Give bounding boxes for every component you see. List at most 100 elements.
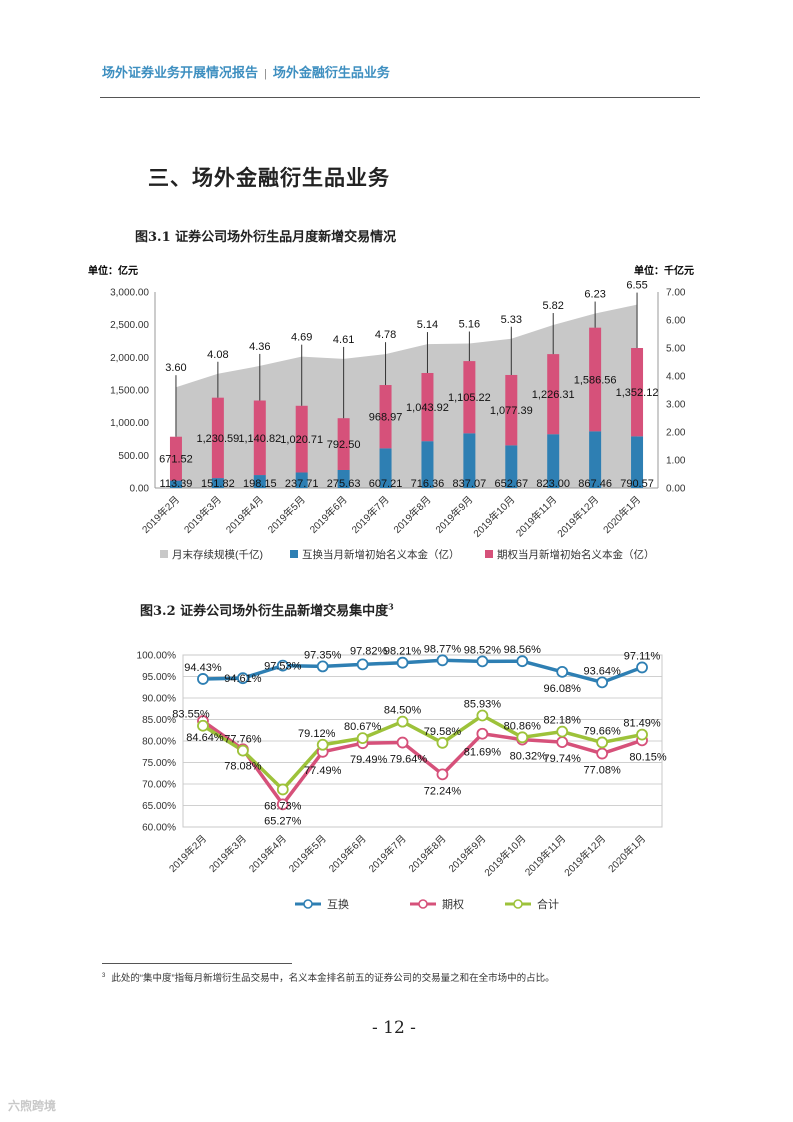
y-tick-label: 500.00	[118, 451, 149, 462]
swap-data-label: 790.57	[620, 478, 654, 490]
stock-data-label: 4.69	[291, 332, 312, 344]
line-data-label: 81.69%	[464, 747, 502, 759]
stock-data-label: 6.23	[584, 289, 605, 301]
y-tick-label: 60.00%	[142, 823, 176, 834]
swap-data-label: 716.36	[411, 478, 445, 490]
line-data-label: 97.35%	[304, 649, 342, 661]
line-series-swap	[202, 658, 643, 685]
line-point	[396, 736, 409, 749]
option-data-label: 1,077.39	[490, 405, 533, 417]
y2-tick-label: 0.00	[666, 484, 686, 495]
legend-swatch	[160, 550, 168, 558]
line-data-label: 98.56%	[504, 644, 542, 656]
line-data-label: 78.08%	[224, 760, 262, 772]
line-data-label: 68.73%	[264, 800, 302, 812]
line-data-label: 85.93%	[464, 699, 502, 711]
y2-tick-label: 1.00	[666, 456, 686, 467]
line-data-label: 80.15%	[629, 751, 667, 763]
stock-data-label: 5.33	[501, 314, 522, 326]
header-rule	[100, 97, 700, 98]
line-data-label: 98.21%	[384, 646, 422, 658]
swap-data-label: 198.15	[243, 478, 277, 490]
line-point	[516, 655, 529, 668]
y-tick-label: 75.00%	[142, 758, 176, 769]
x-tick-label: 2019年2月	[166, 832, 209, 875]
x-tick-label: 2019年9月	[432, 493, 475, 536]
line-data-label: 79.49%	[350, 754, 388, 766]
line-point	[356, 658, 369, 671]
area-series-stock	[175, 304, 638, 488]
bar-option	[463, 361, 476, 434]
line-data-label: 77.49%	[304, 765, 342, 777]
y-tick-label: 1,000.00	[110, 418, 149, 429]
header-section-name: 场外金融衍生品业务	[272, 65, 390, 80]
swap-data-label: 652.67	[494, 478, 528, 490]
bar-swap	[169, 480, 182, 488]
x-tick-label: 2019年6月	[307, 493, 350, 536]
option-data-label: 1,352.12	[616, 387, 659, 399]
line-point	[636, 728, 648, 741]
line-data-label: 79.58%	[424, 726, 462, 738]
legend-marker	[303, 899, 313, 909]
line-point	[636, 661, 648, 674]
option-data-label: 1,226.31	[532, 389, 575, 401]
x-tick-label: 2019年5月	[286, 832, 329, 875]
legend-label: 期权当月新增初始名义本金（亿）	[497, 548, 655, 561]
line-data-label: 81.49%	[623, 718, 661, 730]
figure-1-title-text: 图3.1 证券公司场外衍生品月度新增交易情况	[135, 230, 397, 245]
y2-tick-label: 5.00	[666, 344, 686, 355]
line-point	[436, 768, 449, 781]
bar-swap	[211, 478, 224, 488]
swap-data-label: 113.39	[160, 478, 193, 490]
x-tick-label: 2020年1月	[605, 832, 648, 875]
bar-swap	[547, 434, 560, 488]
line-point	[556, 665, 569, 678]
option-data-label: 792.50	[327, 439, 361, 451]
line-data-label: 79.66%	[583, 725, 621, 737]
line-point	[596, 676, 609, 689]
bar-swap	[421, 441, 434, 488]
line-data-label: 80.86%	[504, 720, 542, 732]
option-data-label: 1,586.56	[574, 374, 617, 386]
option-data-label: 1,140.82	[238, 433, 281, 445]
section-title: 三、场外金融衍生品业务	[148, 165, 390, 190]
x-tick-label: 2019年11月	[522, 832, 568, 878]
figure-1-title: 图3.1 证券公司场外衍生品月度新增交易情况	[135, 226, 396, 245]
option-data-label: 1,043.92	[406, 402, 449, 414]
option-data-label: 1,105.22	[448, 392, 491, 404]
line-data-label: 82.18%	[544, 715, 582, 727]
bar-option	[421, 372, 434, 442]
x-tick-label: 2019年11月	[513, 493, 559, 539]
option-data-label: 671.52	[159, 454, 193, 466]
x-tick-label: 2019年7月	[349, 493, 392, 536]
line-point	[236, 672, 249, 685]
swap-data-label: 151.82	[201, 478, 235, 490]
figure-2-title: 图3.2 证券公司场外衍生品新增交易集中度3	[140, 600, 394, 619]
bar-swap	[631, 436, 644, 488]
line-data-label: 77.08%	[583, 765, 621, 777]
line-point	[556, 736, 569, 749]
y2-tick-label: 3.00	[666, 400, 686, 411]
option-data-label: 968.97	[369, 412, 403, 424]
bar-option	[295, 405, 308, 473]
line-point	[396, 715, 409, 728]
x-tick-label: 2019年6月	[326, 832, 369, 875]
line-data-label: 97.11%	[624, 650, 661, 662]
x-tick-label: 2019年5月	[265, 493, 308, 536]
legend-label: 月末存续规模(千亿)	[172, 548, 263, 561]
option-data-label: 1,230.59	[196, 433, 239, 445]
line-data-label: 84.50%	[384, 705, 422, 717]
bar-option	[589, 327, 602, 432]
line-point	[556, 725, 569, 738]
bar-swap	[295, 472, 308, 488]
y-tick-label: 65.00%	[142, 801, 176, 812]
y-tick-label: 100.00%	[137, 651, 177, 662]
swap-data-label: 237.71	[285, 478, 319, 490]
line-data-label: 65.27%	[264, 815, 302, 827]
unit-label-right: 单位：千亿元	[634, 264, 694, 277]
line-data-label: 98.77%	[424, 643, 462, 655]
bar-swap	[463, 433, 476, 488]
line-point	[197, 673, 209, 685]
bar-option	[169, 436, 182, 481]
line-point	[276, 798, 289, 811]
